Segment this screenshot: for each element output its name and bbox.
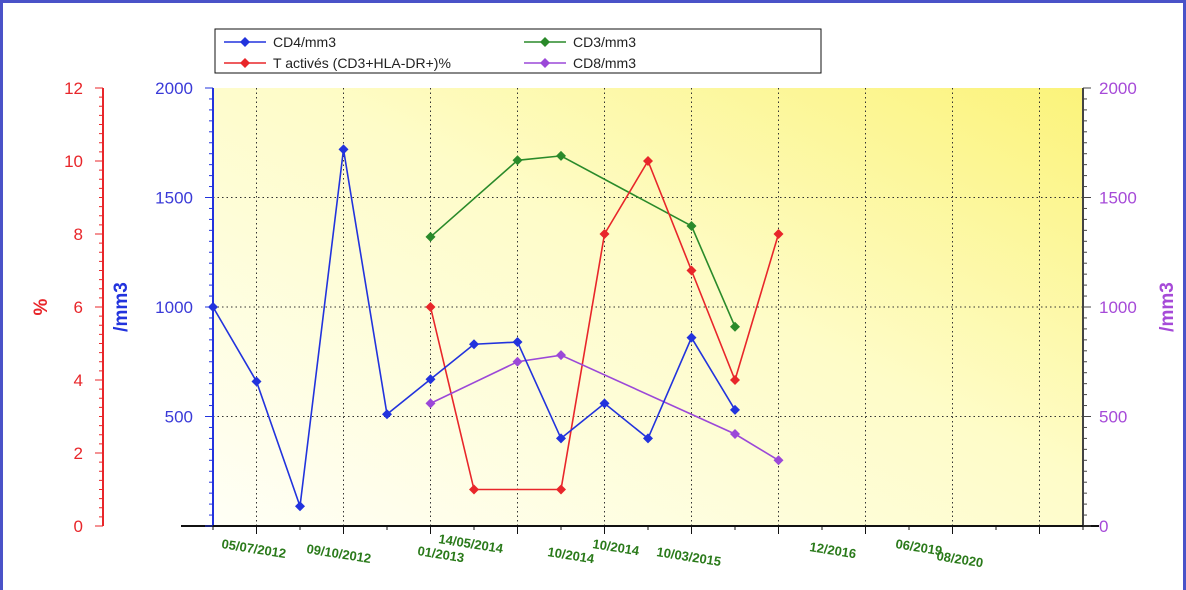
x-tick-label: 12/2016 [809,539,858,561]
percent-tick-label: 2 [74,444,83,463]
data-point [730,375,740,385]
mm3-right-tick-label: 500 [1099,408,1127,427]
legend-label: CD8/mm3 [573,55,636,71]
legend-swatch-marker [240,58,250,68]
percent-tick-label: 8 [74,225,83,244]
data-point [512,356,523,367]
percent-tick-label: 4 [74,371,83,390]
percent-tick-label: 6 [74,298,83,317]
x-tick-label: 10/2014 [592,536,642,558]
data-point [556,350,566,361]
x-tick-label: 10/2014 [547,544,597,566]
series-cd3-mm3 [425,150,740,332]
data-point [686,332,697,343]
data-point [512,337,523,348]
legend-swatch-marker [540,37,550,47]
data-point [425,398,436,409]
data-point [730,321,740,332]
mm3-left-tick-label: 2000 [155,79,193,98]
data-point [599,398,610,409]
data-point [556,433,566,444]
mm3-right-tick-label: 0 [1099,517,1108,536]
data-point [773,229,784,239]
series-cd8-mm3 [425,350,784,466]
data-point [556,484,566,495]
percent-tick-label: 12 [64,79,83,98]
x-tick-label: 10/03/2015 [656,544,723,569]
legend-item: T activés (CD3+HLA-DR+)% [224,55,451,71]
mm3-right-axis-label: /mm3 [1157,282,1178,332]
data-point [730,404,740,415]
x-tick-label: 09/10/2012 [306,541,373,566]
legend-label: T activés (CD3+HLA-DR+)% [273,55,451,71]
data-point [686,220,697,231]
legend-label: CD4/mm3 [273,34,336,50]
data-point [469,484,479,495]
data-point [512,155,523,166]
legend-item: CD4/mm3 [224,34,336,50]
legend-item: CD8/mm3 [524,55,636,71]
data-point [556,150,566,161]
percent-axis-label: % [31,298,52,315]
data-point [643,433,653,444]
data-point [599,229,610,239]
series-t-activ-s-cd3-hla-dr [425,156,784,495]
legend-label: CD3/mm3 [573,34,636,50]
legend-swatch-marker [240,37,250,47]
x-tick-label: 01/2013 [417,543,466,565]
data-point [425,374,436,385]
data-point [382,409,392,420]
data-point [469,339,479,350]
line-chart: 0 2 4 6 8 10 12 500 1000 1500 2000 0 500 1000 1500 2000… [31,28,1178,570]
data-point [251,376,262,387]
data-point [773,455,784,466]
series-line [429,159,780,491]
percent-tick-label: 10 [64,152,83,171]
x-tick-label: 05/07/2012 [221,536,288,561]
x-tick-label: 06/2019 [895,536,944,558]
data-point [208,302,218,312]
legend-box [214,28,822,74]
mm3-left-axis-label: /mm3 [111,282,132,332]
mm3-right-tick-label: 1000 [1099,298,1137,317]
x-tick-label: 08/2020 [936,548,985,570]
percent-tick-label: 0 [74,517,83,536]
series-cd4-mm3 [208,144,740,512]
legend: CD4/mm3 CD3/mm3 T activés (CD3+HLA-DR+)% CD… [214,28,822,74]
series-layer [208,144,784,512]
chart-axes: 0 2 4 6 8 10 12 500 1000 1500 2000 0 500 1000 1500 2000 [64,79,1137,536]
data-point [730,429,740,440]
data-point [643,156,653,166]
data-point [425,231,436,242]
legend-item: CD3/mm3 [524,34,636,50]
mm3-left-tick-label: 1500 [155,189,193,208]
mm3-left-tick-label: 500 [165,408,193,427]
mm3-right-tick-label: 1500 [1099,189,1137,208]
mm3-left-tick-label: 1000 [155,298,193,317]
legend-swatch-marker [540,58,550,68]
mm3-right-tick-label: 2000 [1099,79,1137,98]
data-point [686,265,697,276]
data-point [295,501,305,512]
data-point [425,302,436,312]
data-point [338,144,349,155]
